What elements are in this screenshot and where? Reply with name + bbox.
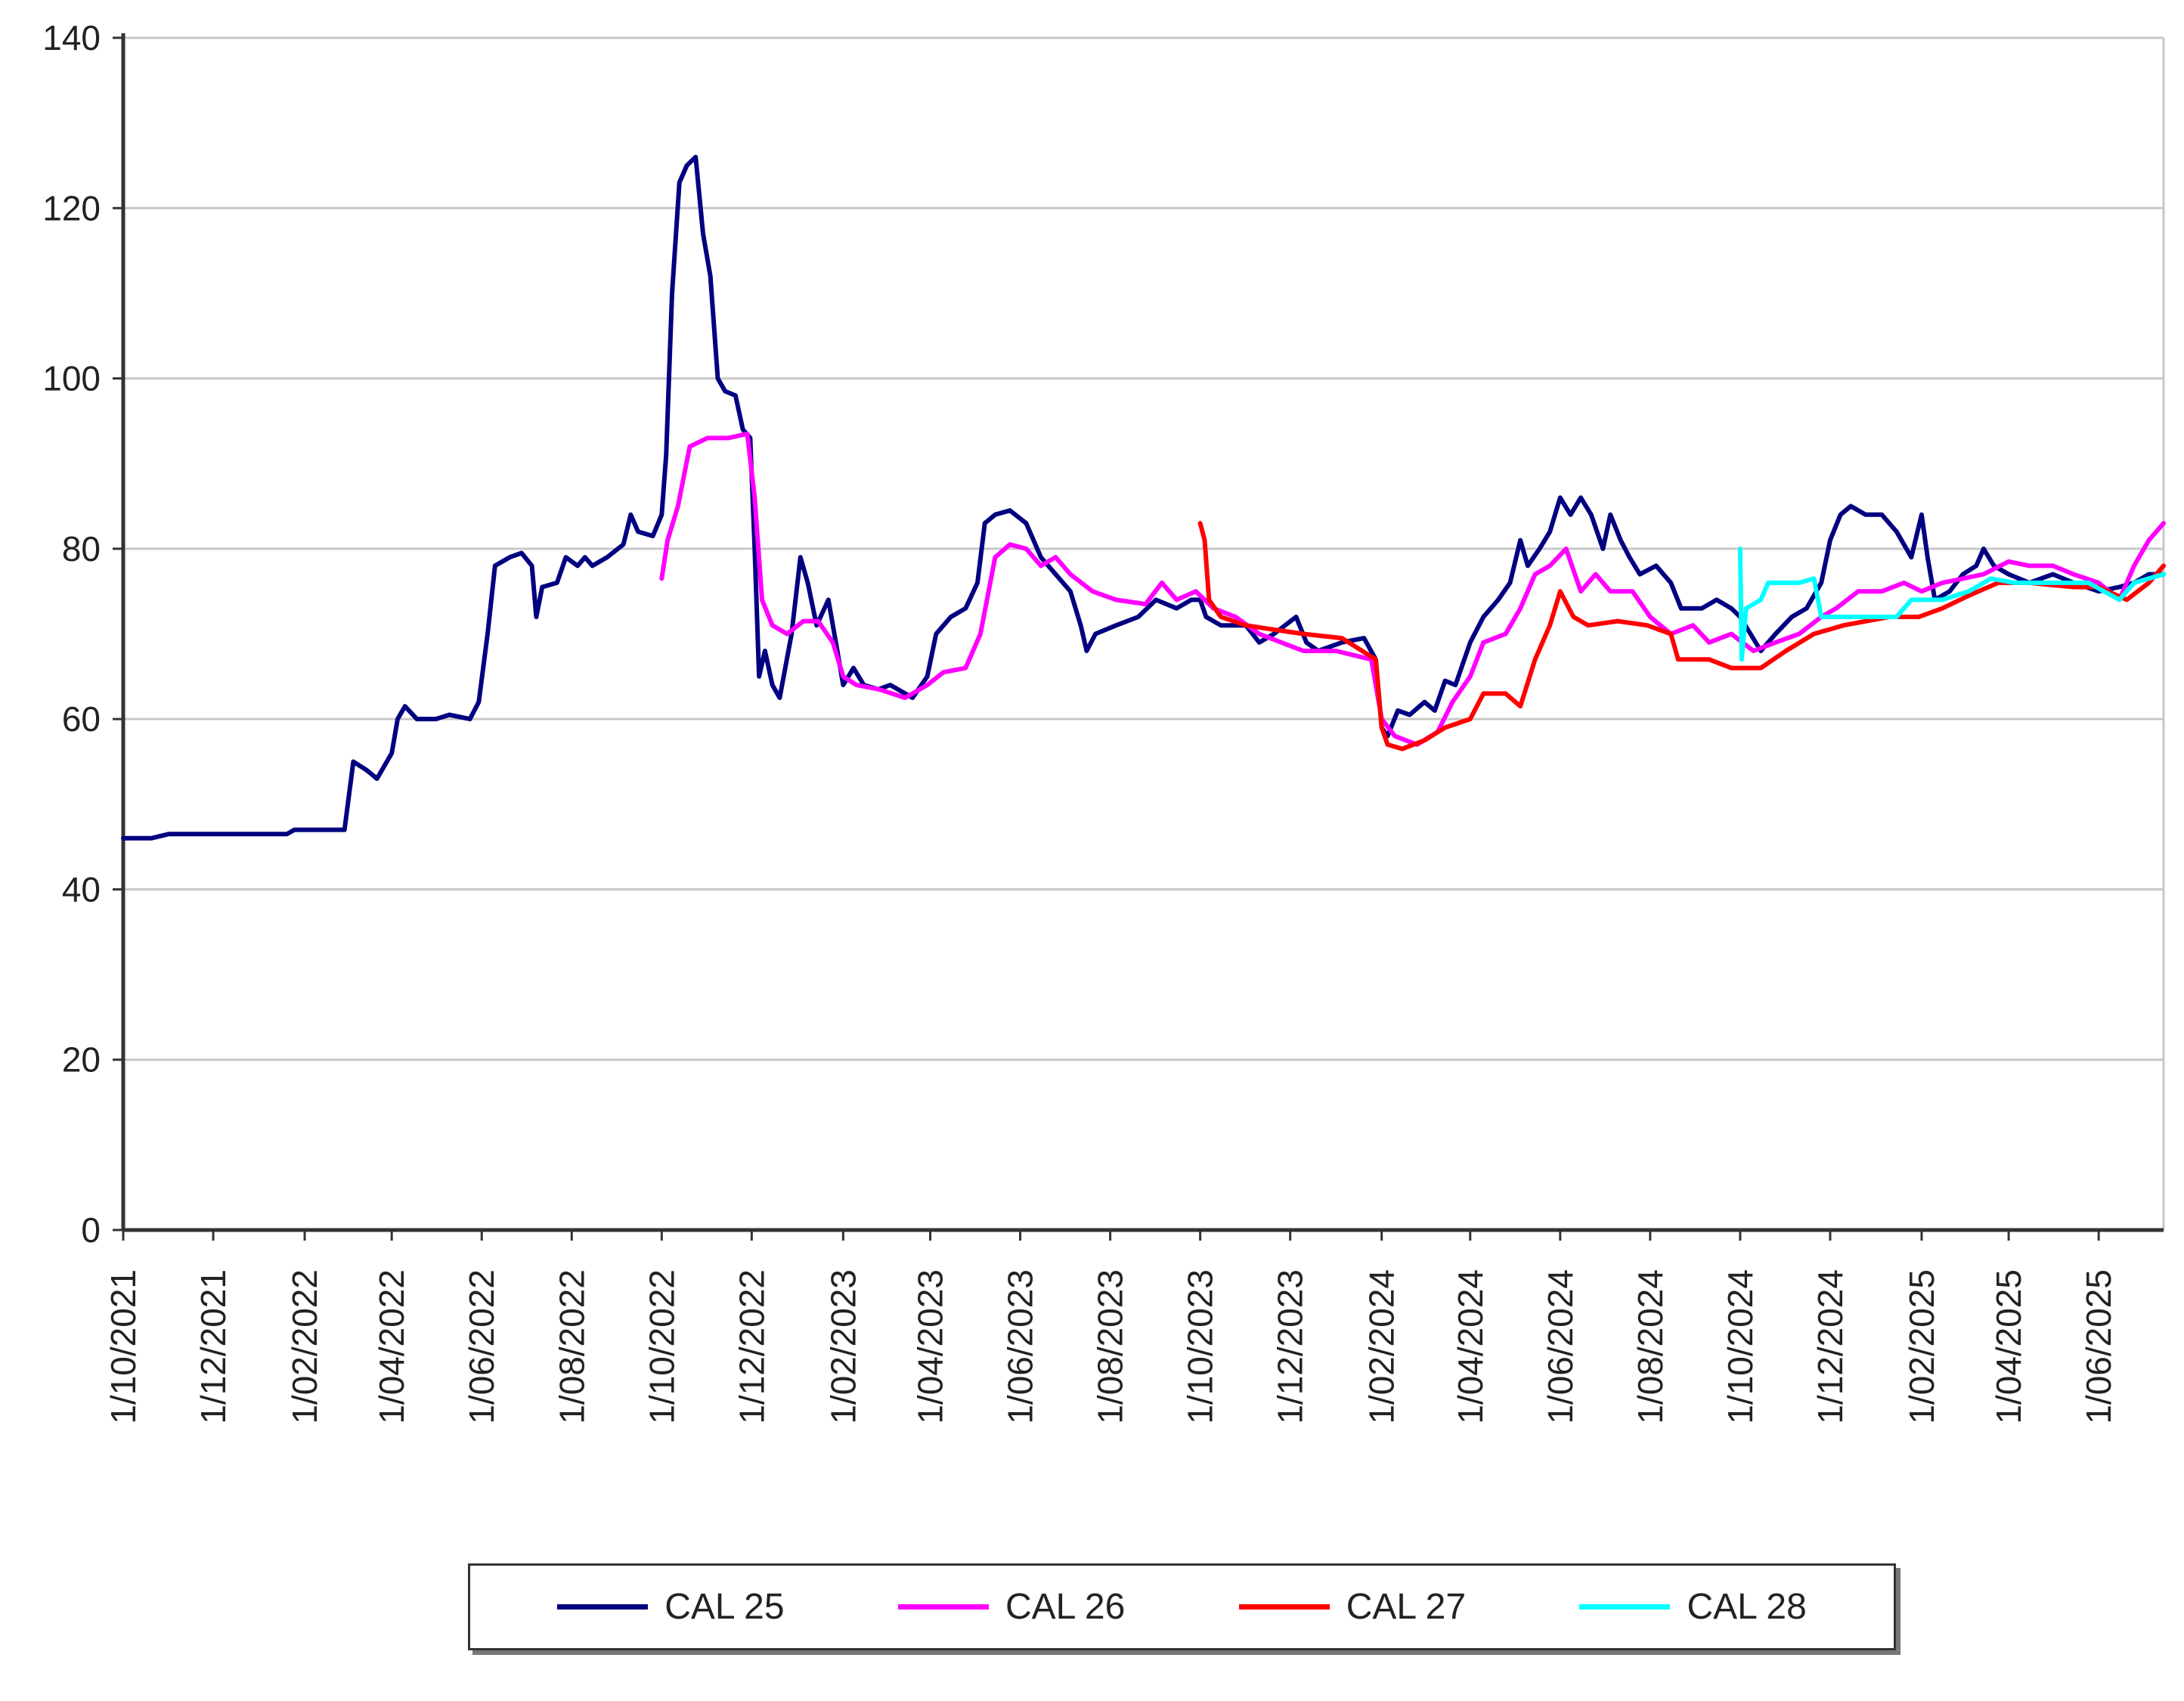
x-tick-label: 1/12/2022 <box>732 1269 771 1424</box>
legend-item: CAL 28 <box>1579 1586 1807 1628</box>
legend-swatch <box>1238 1604 1330 1610</box>
y-tick-labels: 0 20 40 60 80 100 120 140 <box>42 18 101 1250</box>
y-tick-label: 120 <box>42 188 101 228</box>
x-tick-label: 1/08/2023 <box>1091 1269 1130 1424</box>
x-tick-label: 1/04/2024 <box>1451 1269 1490 1424</box>
x-tick-label: 1/04/2023 <box>911 1269 950 1424</box>
series-line-cal-25 <box>121 154 2166 841</box>
legend-swatch <box>557 1604 649 1610</box>
x-tick-label: 1/10/2022 <box>642 1269 681 1424</box>
legend-item: CAL 25 <box>557 1586 785 1628</box>
x-tick-label: 1/02/2025 <box>1902 1269 1941 1424</box>
series-line-cal-28 <box>1737 546 2166 662</box>
x-tick-label: 1/02/2023 <box>823 1269 863 1424</box>
x-tick-label: 1/12/2021 <box>194 1269 233 1424</box>
legend-swatch <box>1579 1604 1671 1610</box>
y-tick-label: 80 <box>62 529 101 569</box>
x-tick-label: 1/04/2025 <box>1989 1269 2028 1424</box>
x-tick-label: 1/06/2023 <box>1001 1269 1040 1424</box>
x-tick-labels: 1/10/2021 1/12/2021 1/02/2022 1/04/2022 1/06… <box>104 1269 2118 1424</box>
x-tick-label: 1/10/2021 <box>104 1269 143 1424</box>
series-line-cal-27 <box>1197 521 2166 751</box>
x-tick-label: 1/08/2022 <box>552 1269 591 1424</box>
gridlines <box>123 36 2165 1232</box>
legend-item: CAL 26 <box>897 1586 1126 1628</box>
series-line-cal-26 <box>659 431 2166 747</box>
y-tick-label: 20 <box>62 1040 101 1080</box>
y-tick-label: 40 <box>62 869 101 909</box>
x-tick-label: 1/06/2024 <box>1541 1269 1580 1424</box>
legend-label: CAL 27 <box>1346 1587 1467 1627</box>
x-tick-label: 1/12/2024 <box>1811 1269 1850 1424</box>
y-tick-label: 0 <box>81 1210 101 1250</box>
legend-label: CAL 25 <box>664 1587 785 1627</box>
legend: CAL 25 CAL 26 CAL 27 CAL 28 <box>468 1563 1896 1650</box>
series-lines <box>121 154 2166 841</box>
x-tick-label: 1/04/2022 <box>372 1269 411 1424</box>
x-tick-label: 1/10/2024 <box>1721 1269 1760 1424</box>
x-tick-label: 1/06/2025 <box>2079 1269 2118 1424</box>
axes <box>113 33 2164 1241</box>
legend-swatch <box>897 1604 989 1610</box>
x-tick-label: 1/10/2023 <box>1181 1269 1220 1424</box>
x-tick-label: 1/08/2024 <box>1631 1269 1670 1424</box>
x-tick-label: 1/02/2024 <box>1362 1269 1402 1424</box>
y-tick-label: 100 <box>42 359 101 398</box>
x-tick-label: 1/02/2022 <box>285 1269 324 1424</box>
legend-item: CAL 27 <box>1238 1586 1467 1628</box>
x-tick-label: 1/12/2023 <box>1271 1269 1310 1424</box>
legend-label: CAL 26 <box>1005 1587 1126 1627</box>
y-tick-label: 60 <box>62 699 101 739</box>
x-tick-label: 1/06/2022 <box>462 1269 501 1424</box>
y-tick-label: 140 <box>42 18 101 57</box>
legend-label: CAL 28 <box>1687 1587 1807 1627</box>
